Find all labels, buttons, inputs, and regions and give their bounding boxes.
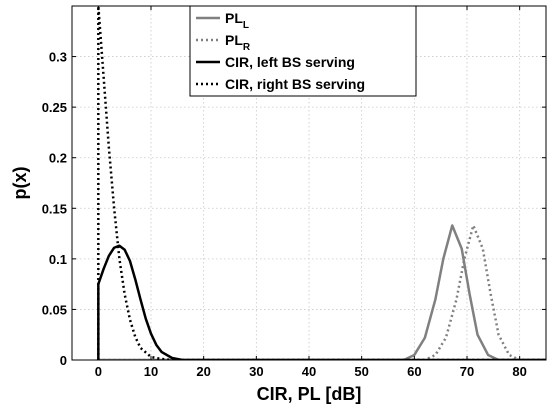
x-tick-label: 70 (460, 364, 474, 379)
x-tick-label: 60 (407, 364, 421, 379)
y-tick-label: 0.2 (49, 151, 67, 166)
ticks: 0 10 20 30 40 50 60 70 80 0 0.05 0.1 0.15 0.2 0.25 0.3 (42, 6, 546, 379)
y-tick-label: 0.3 (49, 50, 67, 65)
x-tick-label: 40 (302, 364, 316, 379)
x-tick-label: 30 (249, 364, 263, 379)
legend-label: CIR, left BS serving (225, 54, 355, 70)
x-tick-label: 0 (95, 364, 102, 379)
x-tick-label: 50 (354, 364, 368, 379)
y-tick-label: 0.1 (49, 252, 67, 267)
y-tick-label: 0.05 (42, 302, 67, 317)
series-line-cir-right-bs-serving (97, 6, 546, 360)
y-tick-label: 0.25 (42, 100, 67, 115)
x-axis-label: CIR, PL [dB] (257, 384, 362, 404)
legend-label: PLR (225, 32, 251, 53)
x-tick-label: 20 (196, 364, 210, 379)
legend-label: CIR, right BS serving (225, 76, 365, 92)
legend-label: PLL (225, 10, 249, 31)
series-line-cir-left-bs-serving (97, 244, 546, 360)
x-tick-label: 80 (512, 364, 526, 379)
legend-box (189, 5, 417, 97)
y-tick-label: 0 (60, 353, 67, 368)
x-tick-label: 10 (144, 364, 158, 379)
y-axis-label: p(x) (10, 167, 30, 200)
y-tick-label: 0.15 (42, 201, 67, 216)
series-layer (97, 6, 546, 360)
series-line-pll (98, 224, 546, 360)
